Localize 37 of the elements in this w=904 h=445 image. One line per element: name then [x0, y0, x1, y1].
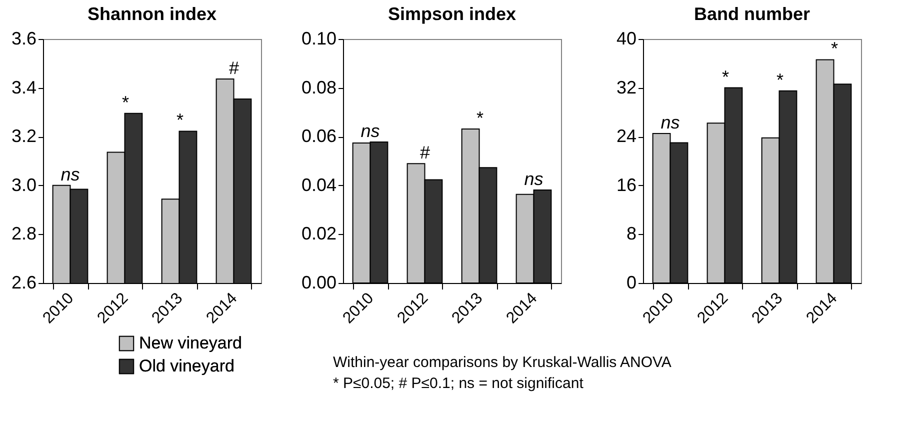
- annotation: ns: [660, 112, 680, 133]
- y-tick-label: 24: [616, 126, 636, 146]
- annotation: *: [121, 92, 130, 112]
- y-tick-label: 2.6: [11, 272, 36, 292]
- y-tick-label: 2.8: [11, 224, 36, 244]
- chart-title: Band number: [694, 4, 810, 24]
- y-tick-label: 3.2: [11, 126, 36, 146]
- annotation: #: [420, 142, 431, 163]
- legend-label: New vineyard: [139, 334, 242, 352]
- annotation: ns: [524, 169, 544, 190]
- legend-label: Old vineyard: [139, 356, 234, 376]
- annotation: *: [830, 38, 838, 59]
- y-tick-label: 3.6: [11, 28, 36, 48]
- y-tick-label: 16: [616, 174, 636, 195]
- annotation: *: [476, 108, 484, 128]
- chart-title: Simpson index: [388, 4, 516, 24]
- text: * P≤0.05; # P≤0.1; ns = not significant: [333, 375, 584, 392]
- y-tick-label: 0.02: [301, 224, 336, 244]
- y-tick-label: 0.04: [301, 174, 336, 195]
- annotation: *: [721, 66, 730, 87]
- y-tick-label: 32: [616, 77, 636, 98]
- y-tick-label: 0: [626, 272, 636, 292]
- y-tick-label: 0.10: [301, 28, 336, 48]
- y-tick-label: 0.00: [301, 272, 336, 292]
- y-tick-label: 40: [616, 28, 636, 48]
- annotation: ns: [60, 164, 80, 184]
- annotation: *: [176, 110, 184, 130]
- y-tick-label: 8: [626, 224, 636, 244]
- y-tick-label: 0.06: [301, 126, 336, 146]
- annotation: *: [776, 70, 784, 90]
- annotation: ns: [360, 120, 380, 141]
- y-tick-label: 0.08: [301, 77, 336, 98]
- chart-title: Shannon index: [87, 4, 217, 24]
- y-tick-label: 3.4: [11, 77, 36, 98]
- y-tick-label: 3.0: [11, 174, 36, 195]
- text: Within-year comparisons by Kruskal-Wallis ANOVA: [333, 354, 672, 371]
- annotation: #: [228, 58, 240, 78]
